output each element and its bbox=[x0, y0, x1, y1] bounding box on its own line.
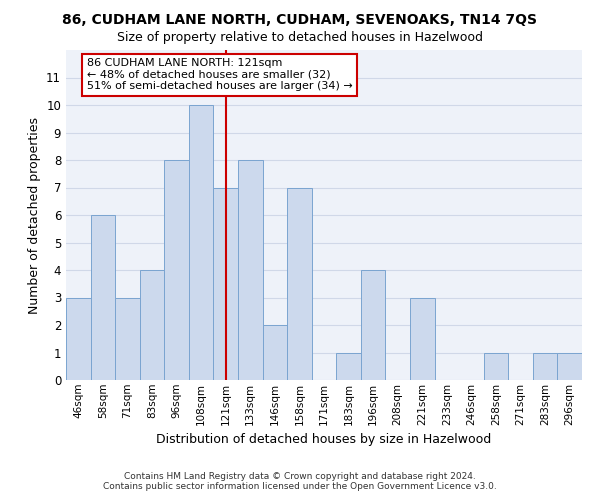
Bar bbox=[66, 298, 91, 380]
Bar bbox=[410, 298, 434, 380]
Bar bbox=[115, 298, 140, 380]
Bar bbox=[287, 188, 312, 380]
Bar bbox=[533, 352, 557, 380]
Bar bbox=[140, 270, 164, 380]
Bar bbox=[238, 160, 263, 380]
Bar bbox=[361, 270, 385, 380]
Bar bbox=[164, 160, 189, 380]
Text: 86 CUDHAM LANE NORTH: 121sqm
← 48% of detached houses are smaller (32)
51% of se: 86 CUDHAM LANE NORTH: 121sqm ← 48% of de… bbox=[86, 58, 352, 92]
Bar bbox=[214, 188, 238, 380]
Text: 86, CUDHAM LANE NORTH, CUDHAM, SEVENOAKS, TN14 7QS: 86, CUDHAM LANE NORTH, CUDHAM, SEVENOAKS… bbox=[62, 12, 538, 26]
Bar bbox=[91, 215, 115, 380]
Bar bbox=[484, 352, 508, 380]
Bar bbox=[189, 105, 214, 380]
Bar bbox=[336, 352, 361, 380]
Bar bbox=[263, 325, 287, 380]
Bar bbox=[557, 352, 582, 380]
X-axis label: Distribution of detached houses by size in Hazelwood: Distribution of detached houses by size … bbox=[157, 433, 491, 446]
Y-axis label: Number of detached properties: Number of detached properties bbox=[28, 116, 41, 314]
Text: Contains HM Land Registry data © Crown copyright and database right 2024.
Contai: Contains HM Land Registry data © Crown c… bbox=[103, 472, 497, 491]
Text: Size of property relative to detached houses in Hazelwood: Size of property relative to detached ho… bbox=[117, 31, 483, 44]
